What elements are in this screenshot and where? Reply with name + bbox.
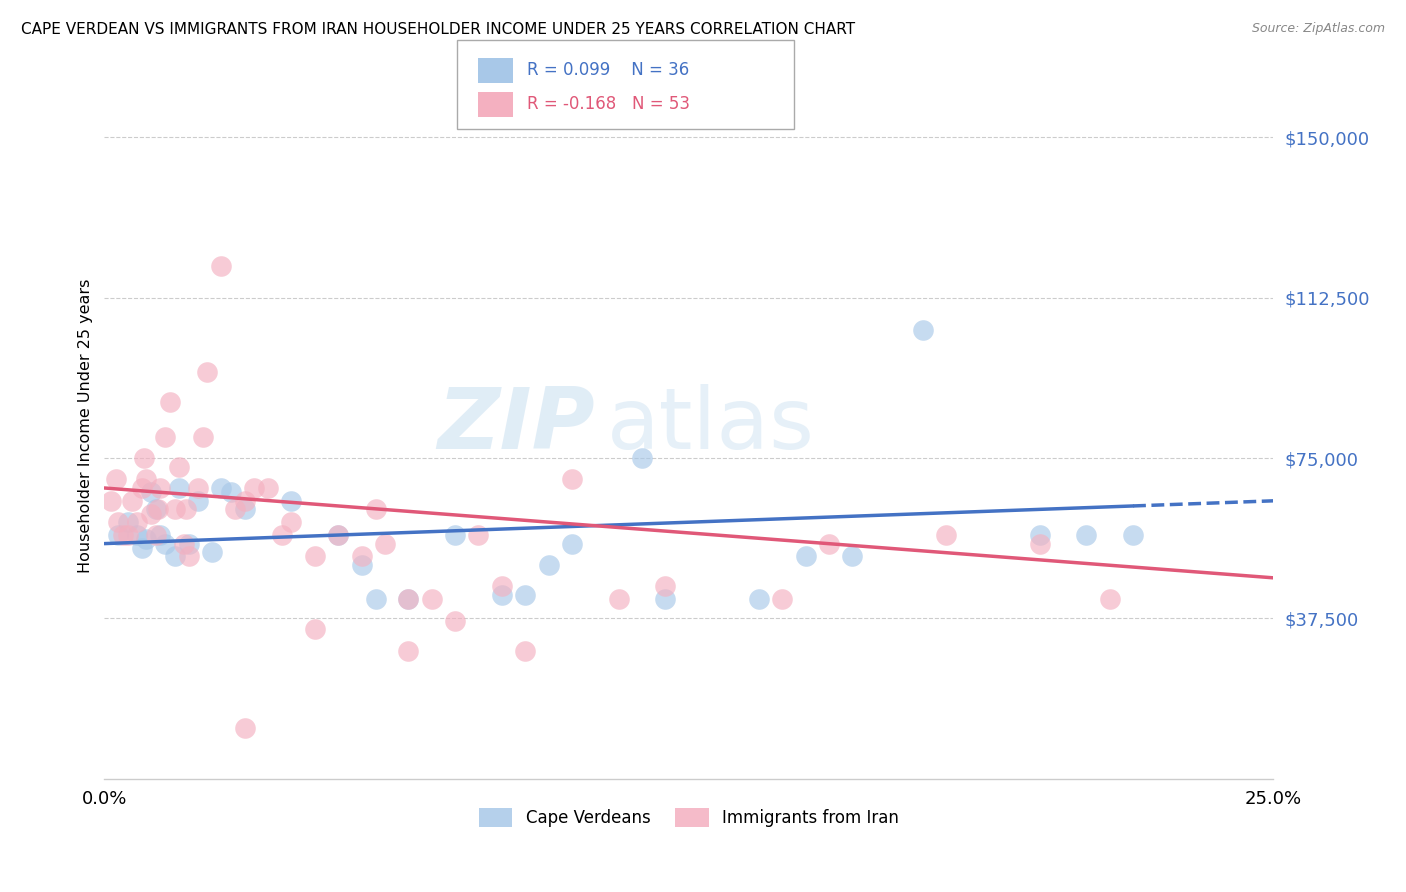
Point [841,549,863,564]
Point [654,592,676,607]
Point [1028,536,1050,550]
Text: R = 0.099    N = 36: R = 0.099 N = 36 [527,62,689,79]
Point [139,507,162,521]
Point [374,536,396,550]
Point [149,481,172,495]
Point [396,592,419,607]
Point [561,536,583,550]
Point [201,545,224,559]
Point [134,450,156,465]
Point [1098,592,1121,607]
Point [233,493,256,508]
Point [187,493,209,508]
Point [328,528,350,542]
Point [280,515,302,529]
Point [328,528,350,542]
Point [364,592,387,607]
Legend: Cape Verdeans, Immigrants from Iran: Cape Verdeans, Immigrants from Iran [472,802,905,834]
Point [304,622,326,636]
Point [127,528,149,542]
Point [167,481,190,495]
Point [159,395,181,409]
Point [444,528,467,542]
Point [209,259,232,273]
Point [174,502,197,516]
Point [350,558,373,572]
Point [631,450,654,465]
Point [139,485,162,500]
Point [107,528,129,542]
Point [145,502,167,516]
Point [187,481,209,495]
Point [280,493,302,508]
Point [770,592,793,607]
Text: ZIP: ZIP [437,384,595,467]
Point [491,588,513,602]
Point [131,541,153,555]
Point [233,721,256,735]
Point [153,536,176,550]
Point [191,430,214,444]
Text: CAPE VERDEAN VS IMMIGRANTS FROM IRAN HOUSEHOLDER INCOME UNDER 25 YEARS CORRELATI: CAPE VERDEAN VS IMMIGRANTS FROM IRAN HOU… [21,22,855,37]
Point [135,533,157,547]
Point [561,472,583,486]
Point [350,549,373,564]
Point [177,536,200,550]
Point [117,515,139,529]
Point [233,502,256,516]
Point [146,502,169,516]
Point [911,323,934,337]
Point [271,528,294,542]
Point [145,528,167,542]
Point [364,502,387,516]
Point [209,481,232,495]
Point [396,592,419,607]
Text: R = -0.168   N = 53: R = -0.168 N = 53 [527,95,690,113]
Point [163,549,186,564]
Text: Source: ZipAtlas.com: Source: ZipAtlas.com [1251,22,1385,36]
Point [794,549,817,564]
Y-axis label: Householder Income Under 25 years: Householder Income Under 25 years [79,279,93,574]
Point [467,528,489,542]
Point [1028,528,1050,542]
Point [100,493,122,508]
Point [131,481,153,495]
Point [537,558,560,572]
Point [112,528,135,542]
Point [491,579,513,593]
Point [224,502,246,516]
Point [173,536,195,550]
Text: atlas: atlas [607,384,815,467]
Point [105,472,128,486]
Point [149,528,172,542]
Point [195,366,218,380]
Point [121,493,143,508]
Point [243,481,266,495]
Point [163,502,186,516]
Point [1076,528,1098,542]
Point [607,592,630,607]
Point [177,549,200,564]
Point [420,592,443,607]
Point [515,588,537,602]
Point [1122,528,1144,542]
Point [935,528,957,542]
Point [304,549,326,564]
Point [153,430,176,444]
Point [219,485,242,500]
Point [167,459,190,474]
Point [107,515,129,529]
Point [135,472,157,486]
Point [748,592,770,607]
Point [515,643,537,657]
Point [117,528,139,542]
Point [396,643,419,657]
Point [127,515,149,529]
Point [818,536,841,550]
Point [257,481,280,495]
Point [654,579,676,593]
Point [444,614,467,628]
